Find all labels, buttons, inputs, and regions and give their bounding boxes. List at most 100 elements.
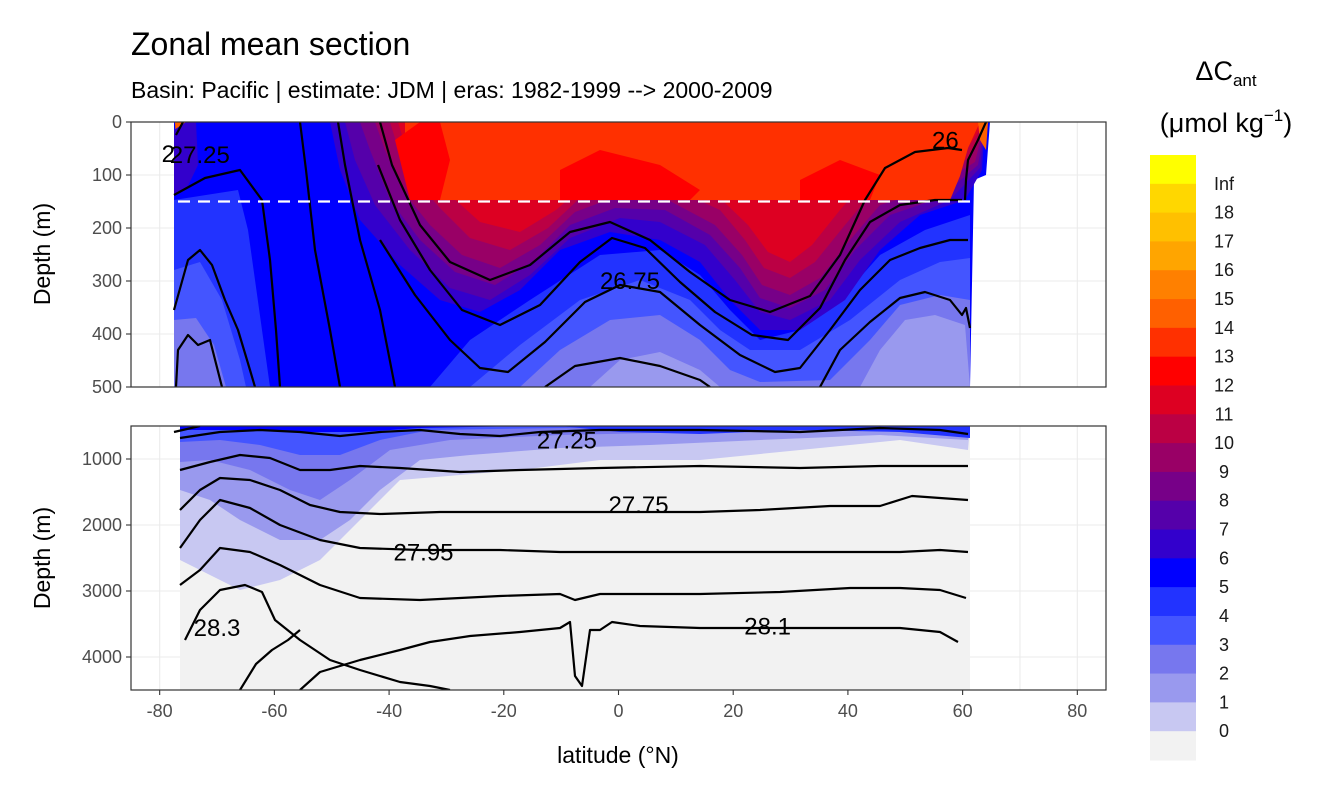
contour-label-lower: 27.25 xyxy=(537,428,597,455)
contour-top-11 xyxy=(819,290,972,387)
colorbar-label: 14 xyxy=(1214,318,1234,338)
colorbar-swatch xyxy=(1150,644,1196,675)
colorbar-label: 8 xyxy=(1219,491,1229,511)
colorbar-swatch xyxy=(1150,270,1196,300)
colorbar-label: 0 xyxy=(1219,721,1229,741)
colorbar-label: 13 xyxy=(1214,347,1234,367)
colorbar-label: 15 xyxy=(1214,289,1234,309)
contour-top-12 xyxy=(963,122,988,201)
x-tick-label: -20 xyxy=(491,701,517,721)
y-tick-label-lower: 2000 xyxy=(82,515,122,535)
x-axis-label: latitude (°N) xyxy=(557,742,679,768)
colorbar-label: 11 xyxy=(1215,404,1234,424)
y-tick-label-lower: 4000 xyxy=(82,647,122,667)
upper-y-axis: 0 100 200 300 400 500 xyxy=(92,112,131,397)
colorbar-title: ΔCant xyxy=(1195,56,1256,90)
colorbar-swatches xyxy=(1150,155,1196,761)
contour-top-4 xyxy=(174,333,224,387)
y-tick-label-upper: 500 xyxy=(92,377,122,397)
contour-top-3 xyxy=(172,248,257,387)
field-top-orange-2 xyxy=(978,122,988,150)
field-top-polar xyxy=(174,122,198,195)
colorbar-swatch xyxy=(1150,615,1196,646)
contour-bot-1 xyxy=(173,426,201,434)
colorbar-label: 1 xyxy=(1219,692,1229,712)
contour-bot-2 xyxy=(179,426,969,440)
upper-panel-contour-labels: 26.75 26 27.252 xyxy=(162,128,959,295)
y-tick-label-upper: 300 xyxy=(92,271,122,291)
field-top-eq-5 xyxy=(860,315,970,387)
contour-bot-9 xyxy=(239,629,301,690)
x-tick-label: 20 xyxy=(723,701,743,721)
x-tick-label: 60 xyxy=(953,701,973,721)
upper-panel-contours xyxy=(172,122,988,387)
colorbar-label: 12 xyxy=(1214,375,1234,395)
colorbar-label: 2 xyxy=(1219,664,1229,684)
colorbar-swatch xyxy=(1150,443,1196,473)
x-tick-label: 80 xyxy=(1067,701,1087,721)
colorbar-swatch xyxy=(1150,155,1196,185)
colorbar-swatch xyxy=(1150,299,1196,329)
contour-bot-7 xyxy=(184,583,451,690)
x-tick-label: -80 xyxy=(147,701,173,721)
colorbar-swatch xyxy=(1150,356,1196,386)
contour-top-7 xyxy=(378,122,963,314)
colorbar-swatch xyxy=(1150,529,1196,559)
contour-top-10 xyxy=(544,356,711,387)
y-tick-label-lower: 1000 xyxy=(82,449,122,469)
colorbar-label: 6 xyxy=(1219,548,1229,568)
colorbar-swatch xyxy=(1150,183,1196,214)
contour-top-9 xyxy=(379,238,968,374)
y-tick-label-lower: 3000 xyxy=(82,581,122,601)
y-tick-label-upper: 200 xyxy=(92,218,122,238)
contour-top-2 xyxy=(173,168,282,387)
colorbar-swatch xyxy=(1150,212,1196,242)
y-axis-label-lower: Depth (m) xyxy=(29,507,55,609)
chart-title: Zonal mean section xyxy=(131,26,410,62)
colorbar-label: 10 xyxy=(1214,433,1234,453)
contour-label-upper: 26.75 xyxy=(600,268,660,295)
lower-panel-contours xyxy=(173,426,969,690)
contour-label-lower: 28.3 xyxy=(194,615,241,642)
x-tick-label: -40 xyxy=(376,701,402,721)
colorbar-swatch xyxy=(1150,673,1196,703)
contour-top-8 xyxy=(376,164,962,342)
contour-label-upper: 27.25 xyxy=(170,142,230,169)
chart-subtitle: Basin: Pacific | estimate: JDM | eras: 1… xyxy=(131,77,773,103)
colorbar-label: 18 xyxy=(1214,203,1234,223)
field-top-red-3 xyxy=(560,150,700,200)
colorbar-label: 9 xyxy=(1219,462,1229,482)
contour-bot-6 xyxy=(179,546,967,602)
contour-label-lower: 27.75 xyxy=(609,492,669,519)
colorbar-label: 5 xyxy=(1219,577,1229,597)
colorbar-swatch xyxy=(1150,731,1196,761)
contour-label-upper: 2 xyxy=(162,141,175,168)
lower-panel-contour-labels: 27.25 27.75 27.95 28.3 28.1 xyxy=(194,428,791,642)
contour-label-upper: 26 xyxy=(932,128,959,155)
colorbar-swatch xyxy=(1150,385,1196,415)
colorbar-label: Inf xyxy=(1214,174,1235,194)
lower-panel-fill xyxy=(180,426,970,690)
y-tick-label-upper: 400 xyxy=(92,324,122,344)
contour-bot-3 xyxy=(179,453,968,474)
lower-y-axis: 1000 2000 3000 4000 xyxy=(82,449,131,667)
x-tick-label: 40 xyxy=(838,701,858,721)
x-axis: -80 -60 -40 -20 0 20 40 60 80 xyxy=(147,690,1087,721)
colorbar-legend: ΔCant (μmol kg−1) Inf1817161514131211109… xyxy=(1150,56,1292,761)
colorbar-swatch xyxy=(1150,702,1196,732)
upper-panel: 26.75 26 27.252 xyxy=(130,121,1107,388)
colorbar-swatch xyxy=(1150,500,1196,531)
colorbar-label: 3 xyxy=(1219,635,1229,655)
colorbar-label: 16 xyxy=(1214,260,1234,280)
x-tick-label: 0 xyxy=(613,701,623,721)
colorbar-swatch xyxy=(1150,241,1196,271)
y-tick-label-upper: 100 xyxy=(92,165,122,185)
contour-bot-4 xyxy=(179,476,969,516)
contour-bot-8 xyxy=(299,620,959,690)
contour-bot-5 xyxy=(179,498,969,554)
colorbar-units: (μmol kg−1) xyxy=(1160,106,1292,138)
colorbar-label: 4 xyxy=(1219,606,1229,626)
colorbar-swatch xyxy=(1150,558,1196,588)
